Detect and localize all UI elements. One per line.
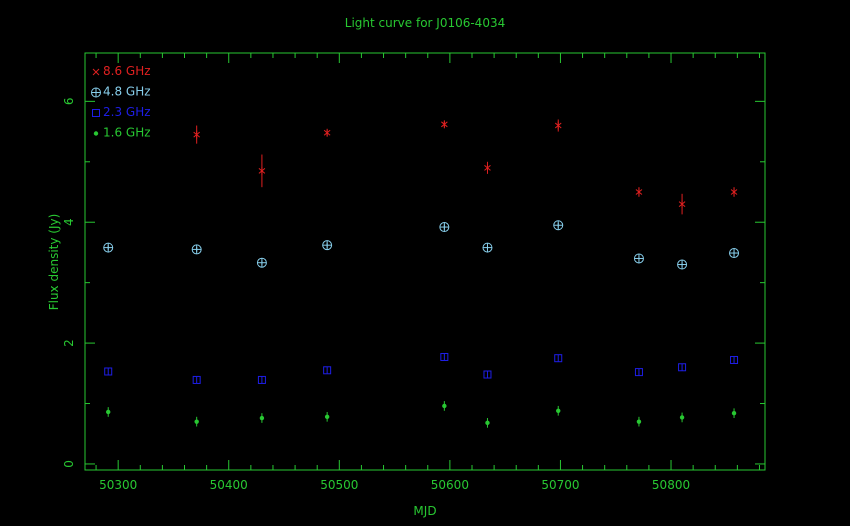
y-tick-label: 6: [62, 98, 76, 106]
data-point: [678, 363, 687, 372]
legend-label: 4.8 GHz: [103, 85, 151, 99]
legend-entry: 4.8 GHz: [91, 85, 151, 99]
data-point: [323, 128, 331, 137]
data-point: [439, 222, 450, 233]
y-axis-label: Flux density (Jy): [47, 214, 61, 311]
legend-entry: 2.3 GHz: [92, 105, 151, 119]
data-point: [257, 375, 266, 384]
data-point: [106, 407, 111, 417]
data-point: [677, 259, 688, 270]
legend-entry: 8.6 GHz: [92, 64, 151, 78]
axis-ticks: [85, 53, 765, 470]
data-point: [483, 370, 492, 379]
y-tick-label: 0: [62, 460, 76, 468]
legend-label: 2.3 GHz: [103, 105, 151, 119]
data-point: [678, 193, 686, 215]
x-axis-label: MJD: [413, 504, 436, 518]
x-tick-label: 50700: [541, 478, 579, 492]
series-4-8-ghz: [103, 220, 740, 270]
data-point: [259, 413, 265, 423]
x-tick-label: 50300: [99, 478, 137, 492]
data-point: [324, 411, 330, 422]
tick-labels: 50300 50400 50500 50600 50700 50800 0 2 4 6: [62, 98, 690, 492]
legend-label: 1.6 GHz: [103, 126, 151, 140]
data-point: [556, 405, 561, 416]
data-point: [103, 242, 114, 253]
data-point: [194, 416, 199, 427]
data-point: [191, 244, 202, 255]
series-1-6-ghz: [106, 401, 737, 428]
legend-entry: 1.6 GHz: [93, 126, 151, 140]
data-point: [442, 401, 447, 411]
data-point: [635, 187, 643, 197]
data-point: [441, 120, 448, 129]
data-point: [258, 154, 266, 188]
data-point: [440, 352, 449, 361]
y-tick-label: 2: [62, 339, 76, 347]
data-point: [323, 366, 332, 375]
data-marks: [103, 119, 740, 428]
legend: 8.6 GHz 4.8 GHz 2.3 GHz 1.6 GHz: [91, 64, 151, 140]
data-point: [636, 416, 642, 427]
y-tick-label: 4: [62, 218, 76, 226]
data-point: [256, 257, 267, 268]
x-tick-label: 50800: [652, 478, 690, 492]
data-point: [192, 375, 201, 384]
plot-frame: [84, 52, 766, 471]
data-point: [485, 418, 490, 428]
data-point: [554, 354, 563, 363]
data-point: [322, 240, 333, 251]
series-8-6-ghz: [193, 119, 738, 215]
legend-label: 8.6 GHz: [103, 64, 151, 78]
data-point: [679, 412, 685, 423]
data-point: [482, 242, 493, 253]
chart-title: Light curve for J0106-4034: [345, 16, 505, 30]
data-point: [104, 367, 113, 376]
series-2-3-ghz: [104, 352, 739, 384]
x-tick-label: 50500: [320, 478, 358, 492]
data-point: [730, 356, 739, 365]
x-tick-label: 50600: [431, 478, 469, 492]
data-point: [633, 253, 644, 264]
data-point: [730, 187, 738, 197]
data-point: [729, 248, 740, 259]
x-tick-label: 50400: [210, 478, 248, 492]
data-point: [553, 220, 564, 231]
data-point: [731, 408, 737, 419]
data-point: [484, 161, 491, 174]
data-point: [554, 119, 562, 132]
data-point: [193, 125, 200, 144]
data-point: [634, 368, 643, 377]
